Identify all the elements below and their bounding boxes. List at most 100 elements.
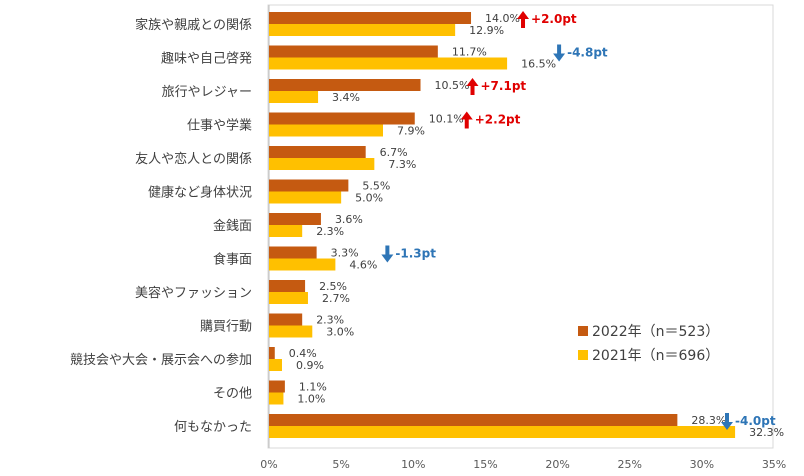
value-label-2021: 7.3% [388, 158, 416, 171]
value-label-2021: 1.0% [297, 393, 325, 406]
bar-2022 [269, 179, 349, 192]
bar-2021 [269, 57, 508, 70]
plot-frame [267, 4, 774, 449]
decrease-annotation: -4.0pt [721, 413, 776, 430]
value-label-2022: 2.3% [316, 314, 344, 327]
bars [269, 12, 736, 438]
bar-2022 [269, 246, 317, 259]
x-tick-label: 30% [690, 458, 714, 471]
value-labels: 14.0%12.9% 11.7% 16.5% 10.5% 3.4% 10.1% 7.9% 6.… [289, 12, 784, 439]
bar-2021 [269, 292, 308, 304]
arrow-up-shaft [470, 86, 475, 95]
category-label: その他 [213, 387, 252, 402]
arrow-up-shaft [521, 19, 526, 28]
change-annotation-text: +2.0pt [531, 12, 577, 26]
x-tick-label: 5% [332, 458, 349, 471]
bar-2021 [269, 392, 284, 405]
value-label-2021: 7.9% [397, 125, 425, 138]
value-label-2022: 1.1% [299, 381, 327, 394]
value-label-2022: 3.3% [331, 247, 359, 260]
value-label-2022: 11.7% [452, 46, 487, 59]
value-label-2022: 10.5% [435, 79, 470, 92]
value-label-2022: 28.3% [691, 414, 726, 427]
change-annotation-text: +2.2pt [475, 113, 521, 127]
arrow-down-icon [553, 53, 566, 62]
category-label: 家族や親戚との関係 [135, 17, 252, 33]
arrow-down-icon [381, 254, 394, 263]
value-label-2021: 2.3% [316, 225, 344, 238]
x-tick-label: 35% [762, 458, 786, 471]
bar-2022 [269, 213, 321, 225]
change-annotation-text: -1.3pt [395, 247, 436, 261]
value-label-2021: 16.5% [521, 58, 556, 71]
increase-annotation: +2.2pt [460, 111, 521, 129]
bar-2021 [269, 258, 336, 271]
arrow-up-icon [517, 11, 530, 19]
value-label-2022: 6.7% [380, 146, 408, 159]
bar-2022 [269, 380, 285, 393]
change-annotation-text: -4.8pt [567, 46, 608, 60]
category-label: 金銭面 [213, 218, 252, 234]
arrow-down-icon [721, 422, 733, 430]
value-label-2022: 0.4% [289, 347, 317, 360]
x-tick-label: 10% [401, 458, 425, 471]
bar-2021 [269, 325, 313, 338]
increase-annotation: +2.0pt [517, 11, 577, 28]
value-label-2021: 32.3% [749, 426, 784, 439]
value-label-2021: 3.0% [326, 326, 354, 339]
bar-2022 [269, 45, 438, 58]
category-label: 競技会や大会・展示会への参加 [70, 352, 252, 368]
value-label-2022: 14.0% [485, 12, 520, 25]
category-label: 食事面 [213, 252, 252, 268]
change-annotations: +2.0pt -4.8pt +7.1pt +2.2pt -1.3pt -4.0pt [381, 11, 776, 430]
x-tick-label: 15% [473, 458, 497, 471]
category-label: 健康など身体状況 [148, 185, 252, 201]
category-label: 旅行やレジャー [162, 85, 252, 100]
legend-label-2022: 2022年（n＝523） [592, 324, 719, 340]
bar-2021 [269, 191, 342, 204]
bar-2021 [269, 225, 303, 237]
category-label: 趣味や自己啓発 [161, 52, 252, 67]
value-label-2021: 0.9% [296, 359, 324, 372]
value-label-2021: 5.0% [355, 192, 383, 205]
value-label-2021: 2.7% [322, 292, 350, 305]
category-label: 美容やファッション [135, 285, 252, 301]
x-axis: 0% 5% 10% 15% 20% 25% 30% 35% [260, 458, 786, 471]
legend-swatch-2021 [578, 350, 588, 360]
arrow-down-shaft [385, 245, 390, 255]
bar-2022 [269, 12, 472, 24]
bar-2022 [269, 347, 275, 359]
bar-2022 [269, 112, 415, 125]
category-label: 購買行動 [200, 320, 252, 335]
category-label: 何もなかった [174, 419, 252, 435]
bar-2021 [269, 24, 456, 36]
change-annotation-text: +7.1pt [481, 79, 527, 93]
x-tick-label: 25% [618, 458, 642, 471]
x-tick-label: 20% [545, 458, 569, 471]
category-label: 友人や恋人との関係 [135, 151, 252, 167]
arrow-down-shaft [557, 44, 562, 54]
bar-2022 [269, 414, 678, 426]
arrow-down-shaft [725, 413, 729, 422]
bar-2022 [269, 280, 306, 292]
bar-2021 [269, 426, 736, 438]
value-label-2021: 4.6% [349, 259, 377, 272]
bar-2021 [269, 359, 282, 371]
bar-2022 [269, 313, 303, 326]
bar-2022 [269, 79, 421, 91]
change-annotation-text: -4.0pt [735, 414, 776, 428]
bar-2021 [269, 91, 319, 103]
value-label-2022: 2.5% [319, 280, 347, 293]
legend-label-2021: 2021年（n＝696） [592, 348, 719, 364]
bar-2022 [269, 146, 366, 158]
arrow-up-shaft [464, 119, 469, 129]
value-label-2022: 3.6% [335, 213, 363, 226]
category-label: 仕事や学業 [187, 118, 252, 134]
increase-annotation: +7.1pt [466, 78, 527, 95]
legend: 2022年（n＝523） 2021年（n＝696） [578, 324, 719, 364]
value-label-2022: 5.5% [362, 180, 390, 193]
x-tick-label: 0% [260, 458, 277, 471]
category-labels: 家族や親戚との関係趣味や自己啓発旅行やレジャー仕事や学業友人や恋人との関係健康な… [70, 17, 252, 435]
decrease-annotation: -4.8pt [553, 44, 608, 62]
